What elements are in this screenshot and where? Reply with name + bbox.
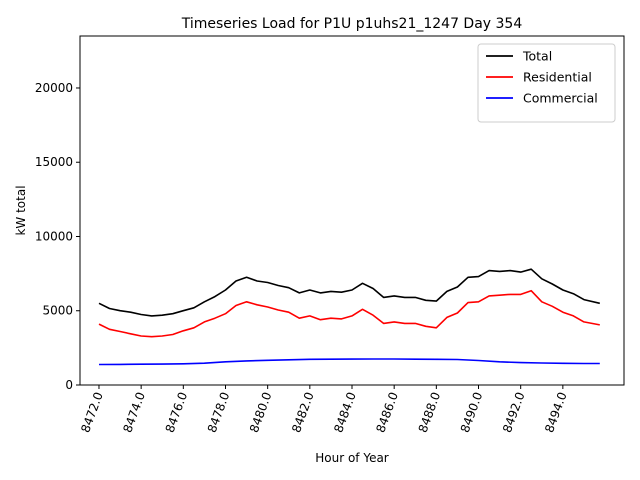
legend-box [477,43,616,123]
x-axis-title: Hour of Year [315,451,389,465]
legend-label-commercial: Commercial [523,91,598,106]
series-line-residential [98,289,600,338]
y-tick-label: 0 [65,378,73,392]
y-tick-label: 5000 [42,304,73,318]
chart-title: Timeseries Load for P1U p1uhs21_1247 Day… [181,16,523,32]
series-line-commercial [98,358,600,366]
y-tick-label: 20000 [35,81,73,95]
y-axis: 0 5000 10000 15000 20000 [35,81,80,392]
legend-label-residential: Residential [523,70,592,85]
legend: Total Residential Commercial [477,43,616,123]
series-line-total [98,268,600,317]
series-layer [98,268,600,366]
legend-label-total: Total [522,49,552,64]
y-tick-label: 15000 [35,155,73,169]
y-axis-title: kW total [14,185,28,235]
y-tick-label: 10000 [35,229,73,243]
